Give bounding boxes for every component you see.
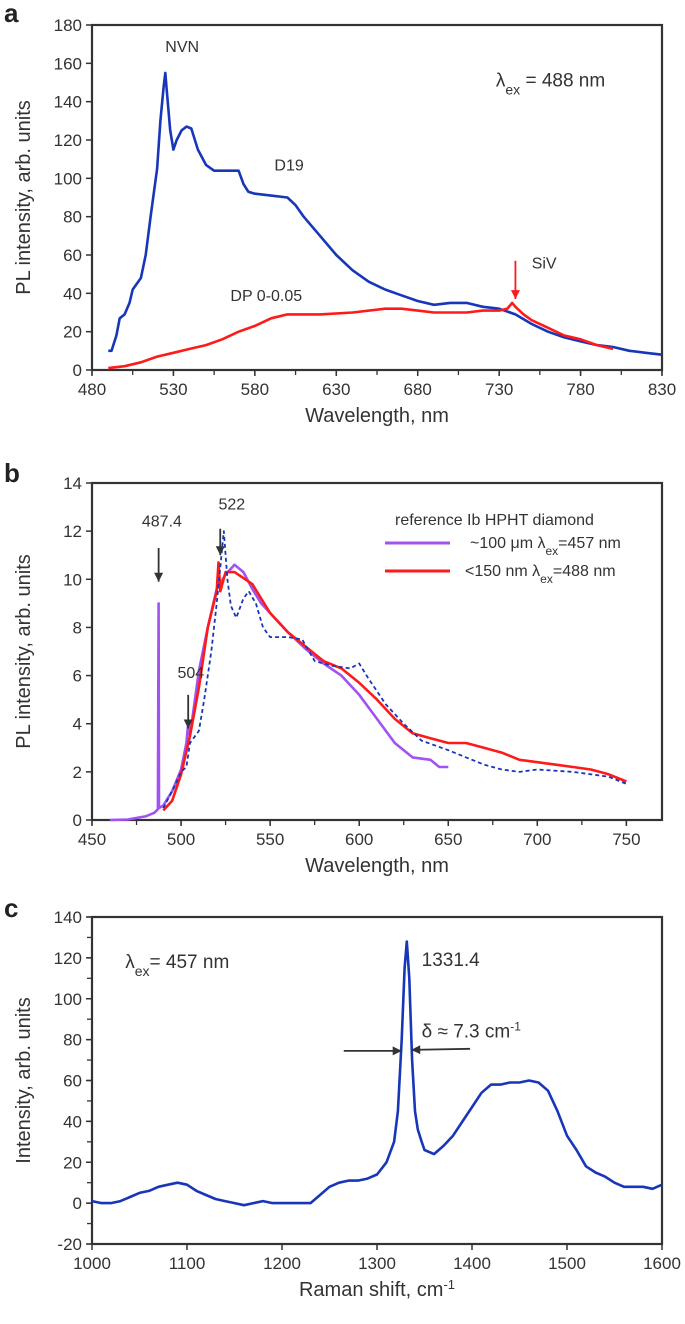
y-tick-label: 80 — [63, 1031, 82, 1050]
y-tick-label: 120 — [54, 949, 82, 968]
y-tick-label: 40 — [63, 1112, 82, 1131]
y-tick-label: 140 — [54, 908, 82, 927]
y-tick-label: 60 — [63, 1072, 82, 1091]
y-tick-label: 140 — [54, 93, 82, 112]
y-tick-label: 4 — [73, 715, 82, 734]
x-tick-label: 580 — [241, 380, 269, 399]
x-axis-label-text: Raman shift, cm — [299, 1279, 443, 1301]
x-tick-label: 700 — [523, 830, 551, 849]
fwhm-arrow-left — [343, 1046, 402, 1056]
x-axis-label-text: Wavelength, nm — [305, 855, 449, 877]
series-line-2 — [162, 530, 627, 809]
y-tick-label: 20 — [63, 323, 82, 342]
peak-label: 487.4 — [142, 513, 182, 530]
legend-entry: <150 nm λex=488 nm — [465, 563, 616, 586]
peak-label: DP 0-0.05 — [230, 288, 302, 305]
x-tick-label: 600 — [345, 830, 373, 849]
peak-label: 504 — [178, 665, 205, 682]
x-tick-label: 750 — [612, 830, 640, 849]
x-tick-label: 780 — [566, 380, 594, 399]
y-tick-label: 8 — [73, 618, 82, 637]
y-tick-label: 0 — [73, 1194, 82, 1213]
x-tick-label: 450 — [78, 830, 106, 849]
x-tick-label: 1200 — [263, 1254, 301, 1273]
y-axis-label: Intensity, arb. units — [13, 997, 35, 1163]
x-tick-label: 650 — [434, 830, 462, 849]
x-axis-label: Wavelength, nm — [305, 855, 449, 877]
y-tick-label: 40 — [63, 284, 82, 303]
arrow-522 — [215, 528, 225, 556]
arrow-504 — [183, 694, 193, 729]
series-line-0 — [109, 563, 449, 822]
y-axis-label: PL intensity, arb. units — [13, 554, 35, 749]
x-tick-label: 730 — [485, 380, 513, 399]
fwhm-arrow-right — [411, 1045, 471, 1055]
x-tick-label: 550 — [256, 830, 284, 849]
x-tick-label: 1500 — [548, 1254, 586, 1273]
linewidth-label: δ ≈ 7.3 cm-1 — [422, 1020, 522, 1043]
y-axis-label: PL intensity, arb. units — [13, 100, 35, 295]
series-line-1 — [162, 561, 627, 812]
y-tick-label: 20 — [63, 1153, 82, 1172]
y-tick-label: 0 — [73, 811, 82, 830]
x-axis-label: Raman shift, cm-1 — [299, 1277, 455, 1302]
y-tick-label: 160 — [54, 54, 82, 73]
y-tick-label: 60 — [63, 246, 82, 265]
y-tick-label: 180 — [54, 16, 82, 35]
excitation-label: λex= 457 nm — [125, 952, 229, 979]
series-line-0 — [108, 71, 663, 356]
excitation-label: λex = 488 nm — [496, 70, 605, 97]
legend-entry: ~100 μm λex=457 nm — [470, 535, 621, 558]
arrow-487 — [154, 547, 164, 582]
panel-c: c 1000 1100 1200 1300 1400 1500 1600 -20 0 20 40 60 8… — [4, 893, 681, 1301]
peak-label: D19 — [274, 158, 303, 175]
x-axis-label-text: Wavelength, nm — [305, 405, 449, 427]
x-tick-label: 480 — [78, 380, 106, 399]
peak-label: SiV — [532, 255, 557, 272]
legend-title: reference Ib HPHT diamond — [395, 512, 594, 529]
y-tick-label: 12 — [63, 522, 82, 541]
x-tick-label: 630 — [322, 380, 350, 399]
y-tick-label: -20 — [57, 1235, 82, 1254]
y-tick-label: 80 — [63, 208, 82, 227]
panel-label: b — [4, 458, 20, 488]
x-tick-label: 1000 — [73, 1254, 111, 1273]
x-tick-label: 1100 — [169, 1254, 206, 1273]
y-tick-label: 0 — [73, 361, 82, 380]
x-tick-label: 1400 — [453, 1254, 491, 1273]
x-tick-label: 1600 — [643, 1254, 681, 1273]
series-line-0 — [91, 940, 663, 1207]
panel-b: b 450 500 550 600 650 700 750 0 2 4 6 8 10 12 14 Wavelen… — [4, 458, 664, 877]
x-tick-label: 680 — [404, 380, 432, 399]
siv-arrow — [510, 260, 520, 300]
y-tick-label: 10 — [63, 570, 82, 589]
y-tick-label: 100 — [54, 990, 82, 1009]
panel-label: a — [4, 0, 19, 28]
series-line-1 — [108, 301, 614, 370]
peak-label: NVN — [165, 39, 199, 56]
peak-label: 522 — [218, 496, 245, 513]
y-tick-label: 100 — [54, 169, 82, 188]
x-tick-label: 530 — [159, 380, 187, 399]
legend: reference Ib HPHT diamond ~100 μm λex=457… — [385, 512, 621, 586]
y-tick-label: 6 — [73, 667, 82, 686]
plot-frame — [90, 481, 664, 822]
x-tick-label: 500 — [167, 830, 195, 849]
peak-label: 1331.4 — [422, 950, 481, 971]
x-axis-label: Wavelength, nm — [305, 405, 449, 427]
x-tick-label: 1300 — [358, 1254, 396, 1273]
y-tick-label: 14 — [63, 474, 82, 493]
y-tick-label: 2 — [73, 763, 82, 782]
x-axis-label-sup: -1 — [443, 1277, 455, 1292]
y-tick-label: 120 — [54, 131, 82, 150]
x-tick-label: 830 — [648, 380, 676, 399]
panel-a: a 480 530 580 630 680 730 780 830 0 20 40 60 80 100 120… — [4, 0, 676, 427]
panel-label: c — [4, 893, 18, 923]
